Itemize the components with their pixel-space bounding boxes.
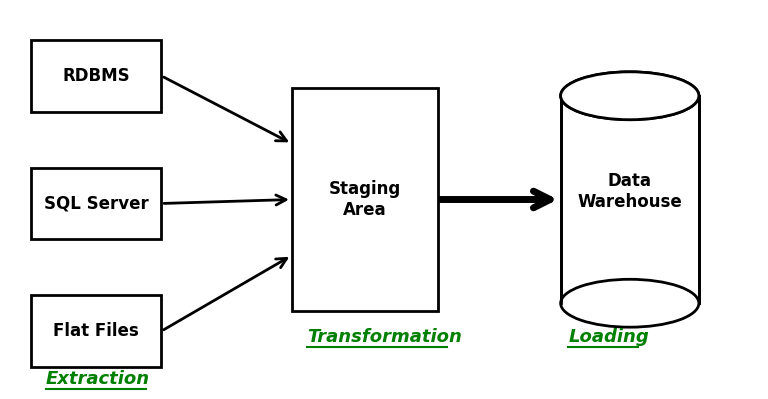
- Text: RDBMS: RDBMS: [62, 67, 130, 85]
- Ellipse shape: [561, 72, 699, 120]
- Bar: [292, 88, 438, 311]
- Text: Transformation: Transformation: [307, 328, 462, 346]
- Ellipse shape: [561, 279, 699, 327]
- Text: Staging
Area: Staging Area: [329, 180, 401, 219]
- Text: Data
Warehouse: Data Warehouse: [578, 172, 682, 211]
- Text: Extraction: Extraction: [46, 370, 151, 388]
- Bar: [31, 40, 161, 112]
- Bar: [31, 295, 161, 367]
- Ellipse shape: [561, 72, 699, 120]
- Bar: [561, 96, 699, 303]
- Text: Flat Files: Flat Files: [53, 322, 139, 340]
- Text: SQL Server: SQL Server: [44, 194, 148, 213]
- Text: Loading: Loading: [568, 328, 649, 346]
- Bar: [31, 168, 161, 239]
